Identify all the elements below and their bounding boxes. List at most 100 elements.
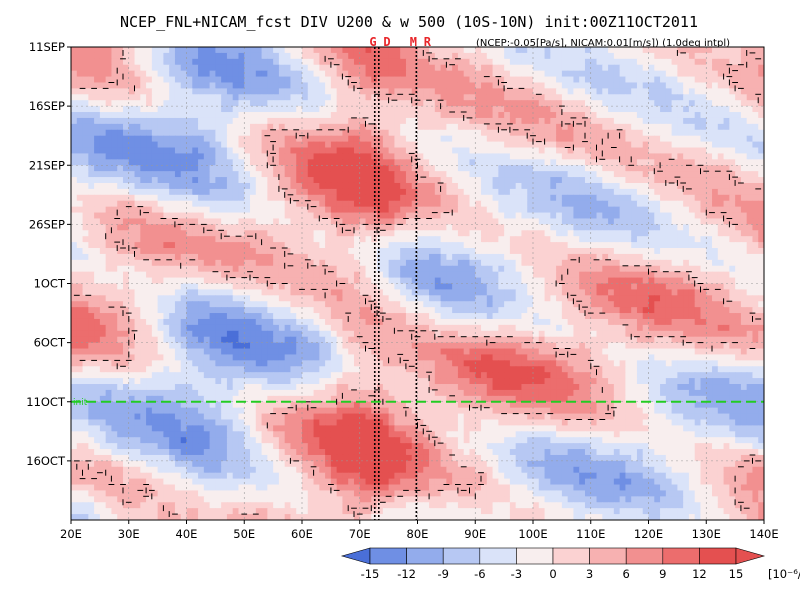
heatmap-cell — [440, 218, 447, 225]
heatmap-cell — [157, 112, 165, 119]
heatmap-cell — [71, 188, 78, 196]
heatmap-cell — [307, 100, 315, 107]
heatmap-cell — [584, 159, 592, 166]
heatmap-cell — [365, 171, 372, 178]
heatmap-cell — [417, 64, 424, 72]
heatmap-cell — [446, 224, 453, 231]
heatmap-cell — [469, 242, 476, 249]
heatmap-cell — [677, 194, 684, 202]
heatmap-cell — [105, 224, 113, 231]
heatmap-cell — [371, 218, 378, 225]
heatmap-cell — [151, 253, 159, 261]
heatmap-cell — [579, 177, 586, 184]
heatmap-cell — [325, 64, 332, 72]
heatmap-cell — [296, 47, 303, 54]
heatmap-cell — [76, 129, 84, 137]
heatmap-cell — [712, 141, 719, 149]
heatmap-cell — [267, 200, 274, 208]
heatmap-cell — [209, 106, 216, 113]
heatmap-cell — [307, 171, 315, 178]
heatmap-cell — [353, 177, 361, 184]
heatmap-cell — [584, 277, 592, 285]
heatmap-cell — [250, 64, 257, 72]
heatmap-cell — [325, 206, 332, 214]
heatmap-cell — [325, 100, 332, 107]
heatmap-cell — [203, 135, 211, 143]
heatmap-cell — [325, 253, 332, 261]
heatmap-cell — [608, 64, 615, 72]
heatmap-cell — [336, 200, 344, 208]
heatmap-cell — [76, 248, 84, 255]
heatmap-cell — [111, 88, 118, 95]
heatmap-cell — [359, 194, 367, 202]
heatmap-cell — [625, 259, 632, 267]
heatmap-cell — [504, 106, 511, 113]
heatmap-cell — [302, 212, 309, 220]
heatmap-cell — [296, 94, 303, 101]
heatmap-cell — [273, 171, 280, 178]
heatmap-cell — [729, 64, 736, 72]
heatmap-cell — [313, 271, 320, 279]
heatmap-cell — [723, 76, 730, 84]
heatmap-cell — [538, 265, 546, 273]
heatmap-cell — [255, 188, 263, 196]
heatmap-cell — [244, 177, 251, 184]
heatmap-cell — [313, 147, 320, 155]
heatmap-cell — [405, 200, 413, 208]
heatmap-cell — [509, 194, 517, 202]
heatmap-cell — [325, 248, 332, 255]
heatmap-cell — [267, 82, 274, 89]
heatmap-cell — [284, 106, 292, 113]
heatmap-cell — [169, 194, 176, 202]
heatmap-cell — [446, 194, 453, 202]
heatmap-cell — [284, 265, 292, 273]
heatmap-cell — [573, 200, 580, 208]
heatmap-cell — [596, 100, 603, 107]
heatmap-cell — [509, 224, 517, 231]
heatmap-cell — [336, 248, 344, 255]
heatmap-cell — [440, 259, 447, 267]
heatmap-cell — [619, 165, 627, 172]
heatmap-cell — [596, 147, 603, 155]
heatmap-cell — [273, 194, 280, 202]
heatmap-cell — [226, 289, 234, 296]
heatmap-cell — [550, 123, 557, 131]
heatmap-cell — [758, 70, 764, 78]
heatmap-cell — [579, 283, 586, 291]
heatmap-cell — [527, 177, 534, 184]
heatmap-cell — [99, 147, 107, 155]
heatmap-cell — [151, 289, 159, 296]
heatmap-cell — [469, 153, 476, 160]
heatmap-cell — [619, 248, 627, 255]
heatmap-cell — [417, 123, 424, 131]
heatmap-cell — [371, 206, 378, 214]
heatmap-cell — [573, 147, 580, 155]
heatmap-cell — [82, 283, 89, 291]
heatmap-cell — [365, 253, 372, 261]
heatmap-cell — [561, 135, 569, 143]
heatmap-cell — [140, 123, 147, 131]
heatmap-cell — [325, 224, 332, 231]
heatmap-cell — [544, 135, 551, 143]
heatmap-cell — [377, 218, 384, 225]
heatmap-cell — [533, 200, 540, 208]
heatmap-cell — [671, 70, 678, 78]
heatmap-cell — [648, 171, 655, 178]
heatmap-cell — [596, 188, 603, 196]
heatmap-cell — [99, 194, 107, 202]
heatmap-cell — [521, 52, 528, 60]
heatmap-cell — [613, 259, 621, 267]
heatmap-cell — [215, 230, 222, 237]
heatmap-cell — [255, 206, 263, 214]
heatmap-cell — [723, 230, 730, 237]
heatmap-cell — [452, 206, 459, 214]
heatmap-cell — [140, 271, 147, 279]
heatmap-cell — [469, 277, 476, 285]
heatmap-cell — [203, 188, 211, 196]
heatmap-cell — [140, 218, 147, 225]
heatmap-cell — [613, 283, 621, 291]
heatmap-cell — [671, 200, 678, 208]
heatmap-cell — [636, 112, 644, 119]
heatmap-cell — [250, 283, 257, 291]
heatmap-cell — [342, 230, 349, 237]
